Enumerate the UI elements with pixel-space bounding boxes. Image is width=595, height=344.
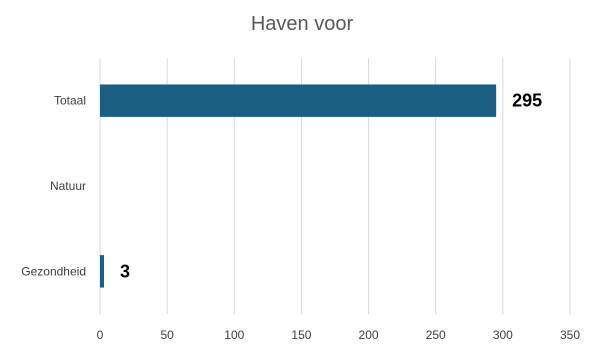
category-label: Gezondheid <box>21 264 86 278</box>
x-tick-label: 250 <box>426 328 446 342</box>
x-tick-label: 150 <box>291 328 311 342</box>
bar <box>100 255 105 288</box>
x-tick-label: 100 <box>224 328 244 342</box>
x-tick-label: 200 <box>359 328 379 342</box>
x-tick-label: 300 <box>493 328 513 342</box>
data-label: 3 <box>120 261 130 281</box>
chart-title: Haven voor <box>251 13 354 35</box>
data-labels: 295 3 <box>120 91 542 282</box>
x-tick-label: 50 <box>160 328 174 342</box>
data-label: 295 <box>512 91 542 111</box>
category-labels: Totaal Natuur Gezondheid <box>21 94 86 279</box>
bar <box>100 84 497 117</box>
bars <box>100 84 497 288</box>
x-tick-label: 0 <box>97 328 104 342</box>
category-label: Totaal <box>54 94 86 108</box>
category-label: Natuur <box>50 179 86 193</box>
x-axis-ticks: 0 50 100 150 200 250 300 350 <box>97 328 581 342</box>
x-tick-label: 350 <box>560 328 580 342</box>
